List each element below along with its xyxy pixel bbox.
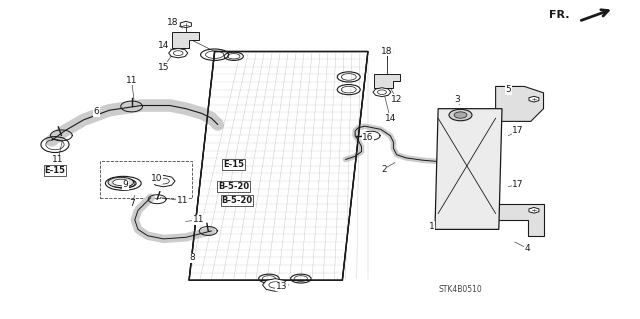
Circle shape — [158, 178, 170, 184]
Text: 7: 7 — [129, 199, 134, 208]
Text: 3: 3 — [454, 95, 460, 104]
Text: B-5-20: B-5-20 — [221, 196, 253, 205]
Text: 2: 2 — [381, 165, 387, 174]
Text: 18: 18 — [168, 19, 179, 27]
Text: 13: 13 — [276, 282, 287, 291]
Text: E-15: E-15 — [223, 160, 244, 169]
Polygon shape — [373, 88, 391, 97]
Text: STK4B0510: STK4B0510 — [438, 285, 483, 294]
Polygon shape — [529, 96, 539, 102]
Polygon shape — [529, 207, 539, 213]
Text: 11: 11 — [193, 215, 204, 224]
Text: 1: 1 — [429, 222, 435, 231]
Bar — [100, 161, 192, 197]
Text: 4: 4 — [525, 244, 531, 253]
Circle shape — [378, 90, 387, 94]
Polygon shape — [172, 33, 198, 48]
Text: 15: 15 — [158, 63, 170, 72]
Text: E-15: E-15 — [44, 166, 65, 175]
Text: 14: 14 — [158, 41, 169, 50]
Text: 18: 18 — [381, 47, 393, 56]
Text: 8: 8 — [189, 254, 195, 263]
Text: FR.: FR. — [548, 10, 569, 20]
Text: 11: 11 — [52, 155, 64, 164]
Ellipse shape — [113, 179, 129, 186]
Polygon shape — [495, 204, 543, 236]
Text: 10: 10 — [152, 174, 163, 183]
Text: 11: 11 — [177, 196, 188, 205]
Polygon shape — [381, 48, 392, 55]
Text: 14: 14 — [385, 114, 396, 123]
Polygon shape — [495, 86, 543, 122]
Text: 9: 9 — [122, 181, 128, 189]
Text: 17: 17 — [512, 126, 524, 135]
Polygon shape — [180, 21, 191, 28]
Circle shape — [173, 51, 183, 56]
Polygon shape — [169, 48, 188, 58]
Circle shape — [449, 109, 472, 121]
Text: 17: 17 — [512, 181, 524, 189]
Polygon shape — [189, 51, 368, 280]
Text: 12: 12 — [391, 95, 403, 104]
Polygon shape — [262, 278, 288, 291]
Circle shape — [269, 282, 282, 288]
Polygon shape — [152, 175, 175, 187]
Text: 6: 6 — [93, 108, 99, 116]
Text: 16: 16 — [362, 133, 374, 142]
Text: 11: 11 — [126, 76, 138, 85]
Text: B-5-20: B-5-20 — [218, 182, 250, 191]
Polygon shape — [435, 109, 502, 229]
Circle shape — [454, 112, 467, 118]
Ellipse shape — [108, 177, 134, 188]
Text: 5: 5 — [506, 85, 511, 94]
Polygon shape — [374, 74, 400, 88]
